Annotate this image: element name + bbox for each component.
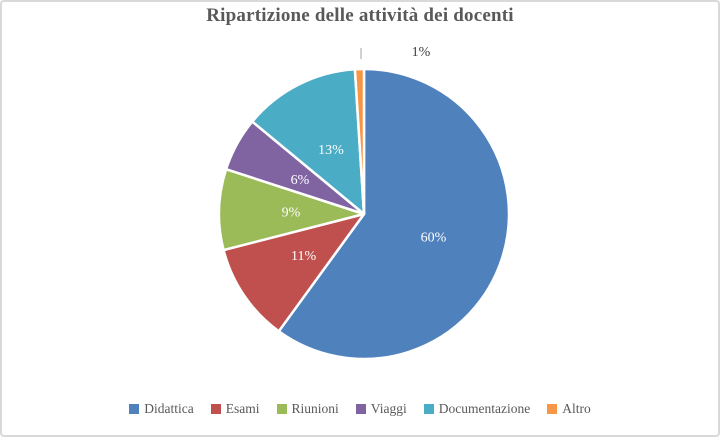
legend-swatch-icon: [210, 404, 221, 414]
legend-item-riunioni[interactable]: Riunioni: [276, 401, 339, 417]
legend-label: Documentazione: [438, 401, 531, 416]
legend-item-viaggi[interactable]: Viaggi: [355, 401, 407, 417]
legend-label: Viaggi: [370, 401, 407, 416]
data-label-documentazione: 13%: [318, 143, 344, 158]
legend-item-documentazione[interactable]: Documentazione: [423, 401, 531, 417]
legend-item-didattica[interactable]: Didattica: [129, 401, 194, 417]
data-label-viaggi: 6%: [291, 173, 310, 188]
legend: Didattica Esami Riunioni Viaggi Documentazio…: [2, 401, 718, 417]
legend-label: Altro: [562, 401, 591, 416]
pie-slice-esami[interactable]: [222, 212, 366, 333]
legend-swatch-icon: [355, 404, 366, 414]
legend-label: Didattica: [144, 401, 194, 416]
legend-item-esami[interactable]: Esami: [210, 401, 260, 417]
data-label-esami: 11%: [291, 249, 316, 264]
pie-slice-riunioni[interactable]: [217, 167, 366, 252]
legend-swatch-icon: [276, 404, 287, 414]
legend-label: Esami: [225, 401, 260, 416]
data-label-didattica: 60%: [421, 231, 447, 246]
legend-swatch-icon: [129, 404, 140, 414]
legend-swatch-icon: [423, 404, 434, 414]
legend-item-altro[interactable]: Altro: [547, 401, 591, 417]
pie-slice-didattica[interactable]: [277, 67, 511, 361]
data-label-riunioni: 9%: [282, 206, 301, 221]
legend-swatch-icon: [547, 404, 558, 414]
pie-slice-documentazione[interactable]: [251, 68, 366, 216]
pie-slice-altro[interactable]: [353, 67, 366, 216]
data-label-altro: 1%: [412, 45, 431, 60]
legend-label: Riunioni: [291, 401, 339, 416]
chart-title: Ripartizione delle attività dei docenti: [206, 5, 514, 26]
